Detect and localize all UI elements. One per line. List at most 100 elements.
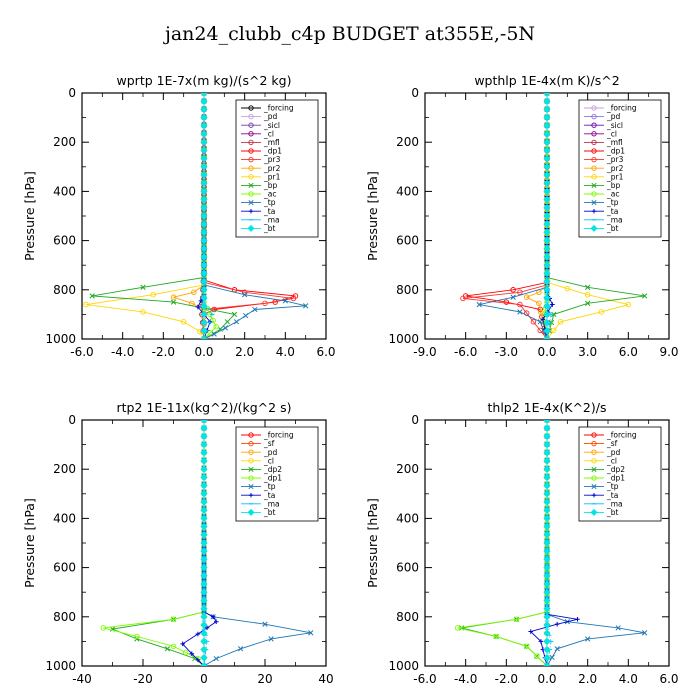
panel-2: wpthlp 1E-4x(m K)/s^2 0 200 400 600 800 1000-9…	[365, 73, 679, 359]
data-point	[543, 318, 551, 327]
legend-label: _sf	[263, 439, 275, 448]
series-line	[86, 93, 205, 339]
data-point	[585, 636, 591, 642]
legend-marker	[247, 224, 255, 232]
legend-label: _cl	[263, 456, 274, 465]
data-point	[224, 319, 231, 325]
series-line	[92, 93, 236, 339]
data-point	[543, 432, 551, 441]
data-point	[231, 311, 238, 318]
data-point	[213, 619, 219, 625]
data-point	[598, 309, 604, 315]
data-point	[200, 195, 208, 204]
series-line	[461, 420, 548, 666]
legend-entry: _ma	[241, 499, 280, 508]
panel-title: rtp2 1E-11x(kg^2)/(kg^2 s)	[117, 400, 292, 415]
data-point	[200, 236, 208, 245]
x-tick-label: 0.0	[537, 672, 556, 686]
data-point	[200, 212, 208, 220]
data-point	[543, 327, 551, 335]
legend-marker	[248, 105, 254, 111]
legend-entry: _forcing	[584, 431, 637, 440]
legend-marker	[248, 113, 254, 120]
data-point	[543, 473, 551, 482]
series-line	[181, 420, 217, 666]
data-point	[200, 245, 208, 253]
data-point	[543, 204, 551, 212]
data-point	[557, 319, 564, 325]
data-point	[200, 179, 208, 187]
y-tick-label: 800	[396, 283, 419, 297]
data-point	[195, 657, 201, 663]
data-point	[543, 457, 551, 465]
legend-label: _pd	[263, 448, 278, 457]
data-point	[543, 662, 551, 666]
data-point	[200, 506, 208, 514]
legend-label: _ta	[263, 491, 275, 500]
legend-marker	[591, 113, 597, 120]
legend-label: _dp1	[263, 474, 282, 483]
legend-label: _dp1	[606, 474, 625, 483]
y-tick-label: 600	[53, 234, 76, 248]
data-point	[204, 625, 210, 631]
series-bt	[543, 93, 551, 339]
series-line	[465, 93, 548, 339]
y-tick-label: 400	[53, 511, 76, 525]
legend-marker	[591, 165, 597, 171]
data-point	[543, 506, 551, 514]
y-tick-label: 200	[396, 135, 419, 149]
data-point	[198, 298, 204, 304]
data-point	[200, 294, 208, 302]
data-point	[200, 93, 208, 97]
figure-title: jan24_clubb_c4p BUDGET at355E,-5N	[163, 23, 535, 45]
legend-label: _dp2	[606, 465, 625, 474]
legend-entry: _bp	[241, 181, 278, 190]
data-point	[543, 228, 551, 237]
series-line	[103, 420, 205, 666]
data-point	[543, 629, 551, 637]
legend-label: _pr3	[263, 155, 281, 164]
data-point	[200, 420, 208, 424]
data-point	[543, 596, 551, 605]
data-point	[200, 220, 208, 228]
y-tick-label: 1000	[45, 332, 76, 346]
legend-entry: _ta	[584, 491, 618, 500]
legend-entry: _tp	[584, 482, 619, 491]
y-tick-label: 1000	[388, 659, 419, 673]
legend-label: _mfl	[263, 138, 280, 147]
data-point	[543, 187, 551, 196]
data-point	[268, 636, 274, 642]
legend-marker	[591, 200, 597, 206]
data-point	[200, 645, 208, 654]
y-tick-label: 0	[411, 86, 419, 100]
series-bt	[543, 420, 551, 666]
legend-marker	[248, 209, 254, 214]
legend-entry: _ma	[584, 499, 623, 508]
legend-entry: _bt	[241, 508, 276, 517]
data-point	[195, 304, 201, 310]
y-tick-label: 400	[396, 511, 419, 525]
y-axis-label: Pressure [hPa]	[365, 171, 380, 261]
legend-label: _pr1	[263, 172, 281, 181]
y-tick-label: 0	[411, 413, 419, 427]
data-point	[89, 293, 95, 299]
data-point	[543, 195, 551, 204]
data-point	[200, 465, 208, 473]
legend: _forcing_pd_sicl_cl_mfl_dp1_pr3_pr2_pr1_…	[235, 99, 319, 238]
y-tick-label: 0	[68, 86, 76, 100]
legend-marker	[248, 122, 254, 128]
legend-box	[578, 426, 662, 522]
data-point	[200, 113, 208, 122]
data-point	[554, 621, 560, 627]
legend: _forcing_sf_pd_cl_dp2_dp1_tp_ta_ma_bt	[578, 426, 662, 522]
data-point	[625, 301, 632, 308]
legend-marker	[590, 224, 598, 232]
data-point	[543, 572, 551, 580]
y-tick-label: 1000	[45, 659, 76, 673]
data-point	[543, 105, 551, 114]
legend-label: _pr3	[606, 155, 624, 164]
data-point	[200, 204, 208, 212]
data-point	[584, 291, 591, 298]
data-point	[543, 286, 551, 294]
data-point	[523, 294, 530, 300]
